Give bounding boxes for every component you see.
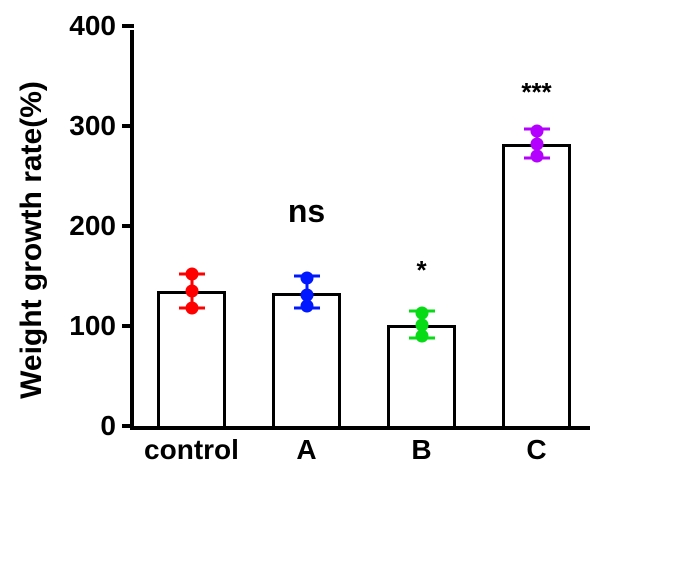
ytick-label: 200 <box>69 210 116 242</box>
data-point <box>300 289 313 302</box>
xtick-label: control <box>144 434 239 466</box>
xtick-label: B <box>411 434 431 466</box>
ytick-mark <box>122 124 134 128</box>
data-point <box>185 302 198 315</box>
data-point <box>530 150 543 163</box>
data-point <box>415 307 428 320</box>
significance-label: *** <box>521 77 551 108</box>
ytick-mark <box>122 24 134 28</box>
ytick-label: 0 <box>100 410 116 442</box>
ytick-mark <box>122 224 134 228</box>
ytick-mark <box>122 424 134 428</box>
ytick-label: 400 <box>69 10 116 42</box>
xtick-label: C <box>526 434 546 466</box>
data-point <box>185 285 198 298</box>
data-point <box>415 319 428 332</box>
ytick-label: 100 <box>69 310 116 342</box>
plot-area: 0100200300400controlAnsB*C*** <box>130 30 590 430</box>
bar-A <box>272 293 341 426</box>
weight-growth-chart: Weight growth rate(%) 0100200300400contr… <box>50 30 610 510</box>
bar-C <box>502 144 571 426</box>
data-point <box>300 272 313 285</box>
data-point <box>530 125 543 138</box>
significance-label: ns <box>288 193 325 230</box>
y-axis-label: Weight growth rate(%) <box>15 81 49 399</box>
significance-label: * <box>416 255 426 286</box>
ytick-mark <box>122 324 134 328</box>
xtick-label: A <box>296 434 316 466</box>
ytick-label: 300 <box>69 110 116 142</box>
data-point <box>530 138 543 151</box>
data-point <box>185 268 198 281</box>
